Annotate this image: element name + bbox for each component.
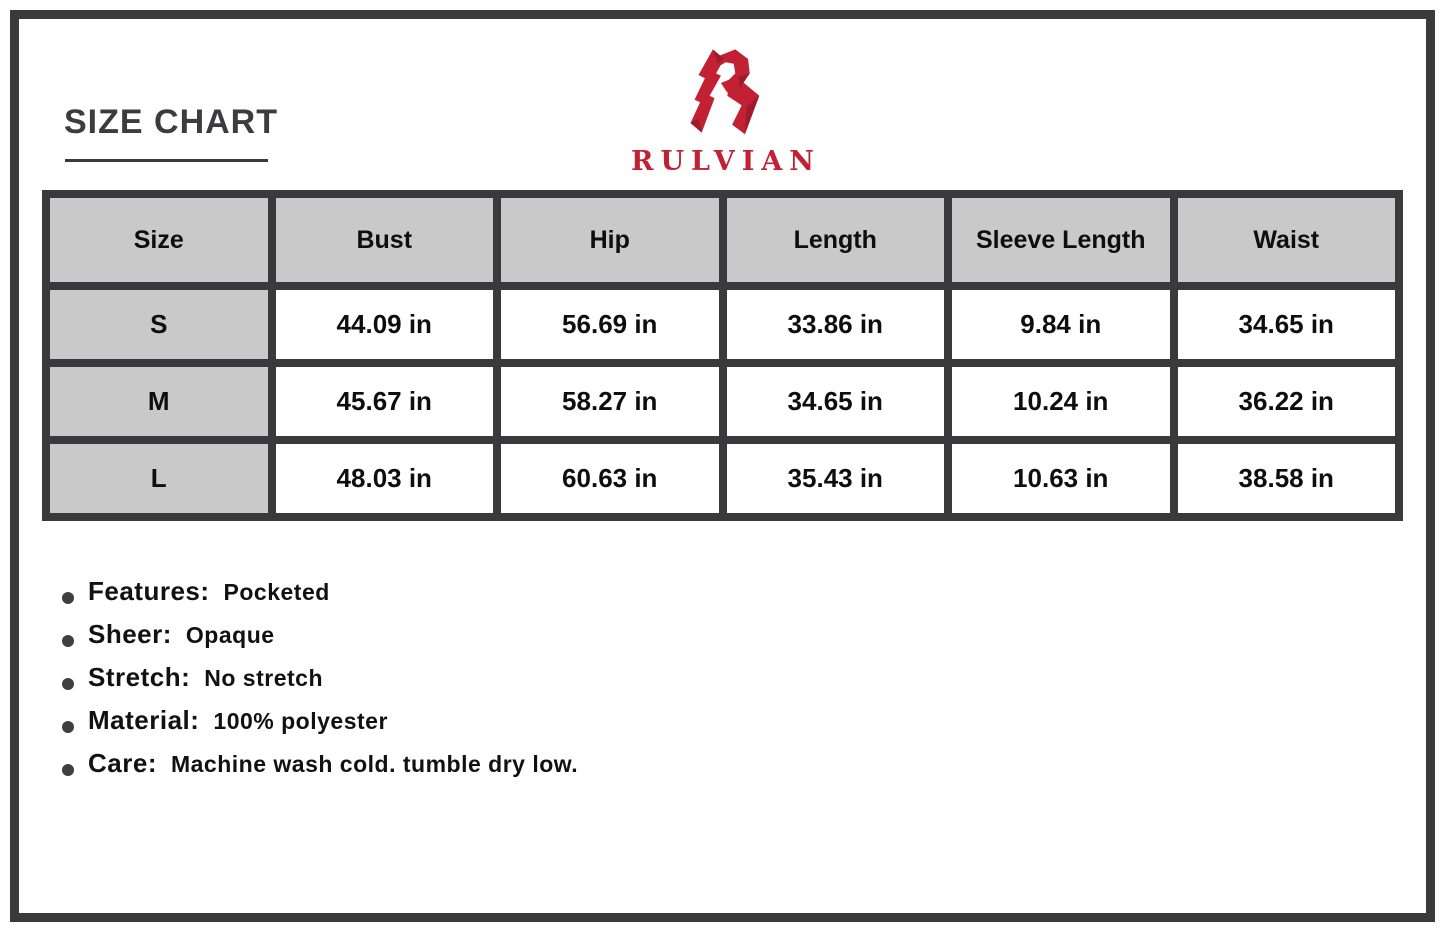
detail-label: Features: [88,576,210,606]
header-sleeve-length: Sleeve Length [944,190,1178,290]
list-item: Stretch: No stretch [62,662,578,705]
list-item: Features: Pocketed [62,576,578,619]
detail-value: Machine wash cold. tumble dry low. [170,751,579,777]
list-item: Material: 100% polyester [62,705,578,748]
list-item: Care: Machine wash cold. tumble dry low. [62,748,578,791]
cell-sleeve-length: 10.24 in [944,359,1178,444]
detail-label: Material: [88,705,200,735]
size-table-header-row: Size Bust Hip Length Sleeve Length Waist [42,190,1403,290]
brand-name: RULVIAN [631,146,821,177]
detail-value: Opaque [185,622,275,648]
cell-length: 34.65 in [718,359,952,444]
header-size: Size [42,190,276,290]
cell-waist: 38.58 in [1169,436,1403,521]
cell-hip: 56.69 in [493,282,727,367]
detail-value: No stretch [204,665,323,691]
cell-size: M [42,359,276,444]
bullet-icon [62,763,74,776]
size-table: Size Bust Hip Length Sleeve Length Waist… [42,190,1403,521]
detail-label: Stretch: [88,662,191,692]
cell-length: 35.43 in [718,436,952,521]
header-waist: Waist [1169,190,1403,290]
page-title: SIZE CHART [64,103,278,141]
header-bust: Bust [267,190,501,290]
cell-bust: 45.67 in [267,359,501,444]
header-hip: Hip [493,190,727,290]
product-details-list: Features: Pocketed Sheer: Opaque Stretch… [62,576,578,791]
cell-bust: 44.09 in [267,282,501,367]
cell-sleeve-length: 10.63 in [944,436,1178,521]
bullet-icon [62,591,74,604]
cell-waist: 36.22 in [1169,359,1403,444]
table-row-l: L 48.03 in 60.63 in 35.43 in 10.63 in 38… [42,436,1403,521]
cell-bust: 48.03 in [267,436,501,521]
brand-r-logo-icon [690,49,760,135]
cell-size: S [42,282,276,367]
brand-block: RULVIAN [624,40,821,177]
cell-length: 33.86 in [718,282,952,367]
detail-value: 100% polyester [213,708,388,734]
table-row-s: S 44.09 in 56.69 in 33.86 in 9.84 in 34.… [42,282,1403,367]
detail-label: Sheer: [88,619,172,649]
list-item: Sheer: Opaque [62,619,578,662]
detail-value: Pocketed [223,579,330,605]
header-length: Length [718,190,952,290]
cell-sleeve-length: 9.84 in [944,282,1178,367]
cell-size: L [42,436,276,521]
title-underline [65,159,268,162]
cell-hip: 58.27 in [493,359,727,444]
bullet-icon [62,720,74,733]
detail-label: Care: [88,748,157,778]
table-row-m: M 45.67 in 58.27 in 34.65 in 10.24 in 36… [42,359,1403,444]
cell-waist: 34.65 in [1169,282,1403,367]
cell-hip: 60.63 in [493,436,727,521]
bullet-icon [62,677,74,690]
bullet-icon [62,634,74,647]
